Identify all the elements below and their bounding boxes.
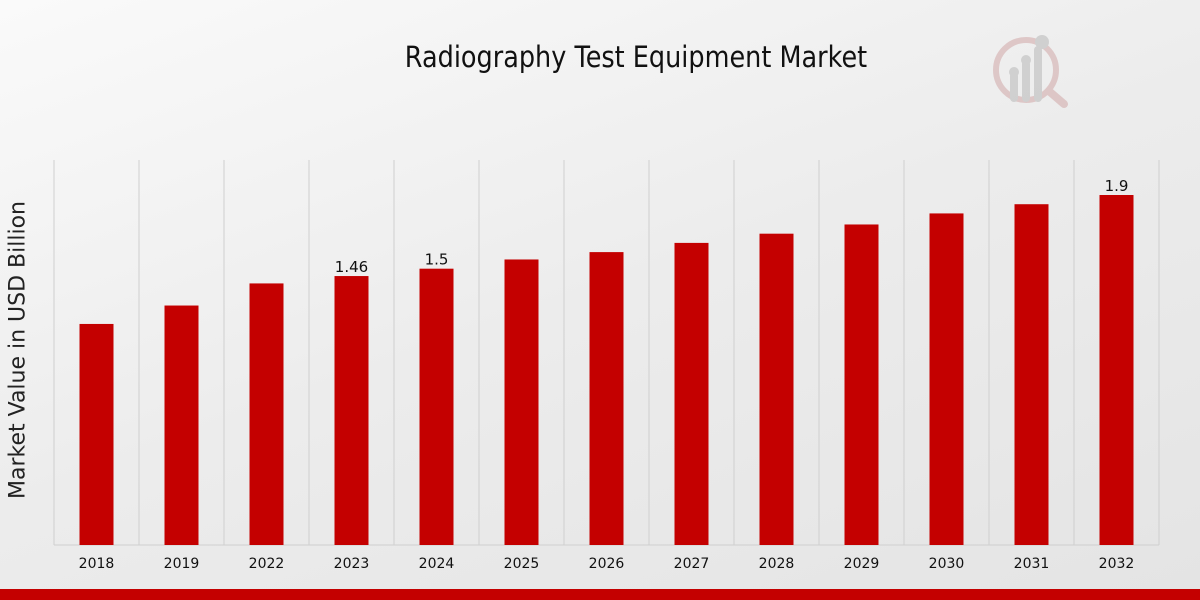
bar-2025 [504,259,539,545]
x-tick-label: 2030 [929,556,965,572]
bar-2028 [759,233,794,545]
bar-2024 [419,268,454,545]
bar-2022 [249,283,284,545]
x-tick-label: 2031 [1014,556,1050,572]
bar-2032 [1099,195,1134,545]
bar-2019 [164,305,199,545]
bar-2026 [589,252,624,545]
x-tick-label: 2027 [674,556,710,572]
bar-2023 [334,276,369,545]
bar-2029 [844,224,879,545]
x-tick-label: 2029 [844,556,880,572]
bottom-accent-bar [0,589,1200,600]
x-tick-label: 2025 [504,556,540,572]
logo-icon [993,35,1068,108]
bar-2018 [79,323,114,545]
x-tick-label: 2022 [249,556,285,572]
bar-2030 [929,213,964,545]
bar-2027 [674,242,709,546]
data-label: 1.5 [425,251,449,269]
x-tick-label: 2028 [759,556,795,572]
bar-2031 [1014,204,1049,546]
x-tick-label: 2019 [164,556,200,572]
x-tick-label: 2018 [79,556,115,572]
x-tick-label: 2024 [419,556,455,572]
x-tick-label: 2032 [1099,556,1135,572]
data-label: 1.46 [335,258,368,276]
x-tick-label: 2026 [589,556,625,572]
x-tick-label: 2023 [334,556,370,572]
chart-title: Radiography Test Equipment Market [404,40,868,74]
data-label: 1.9 [1105,177,1129,195]
